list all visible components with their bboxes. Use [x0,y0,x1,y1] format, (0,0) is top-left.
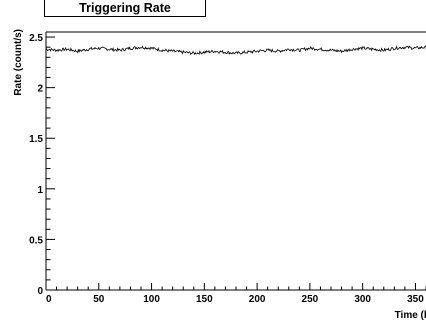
x-tick-label: 300 [354,294,371,305]
y-tick-label: 2.5 [29,33,43,44]
series-line-0 [45,45,426,56]
x-axis-ticks: 0 50 100 150 200 250 300 350 [45,283,426,305]
x-tick-label: 150 [196,294,213,305]
plot-frame-group [45,31,426,291]
y-axis-ticks: 0 0.5 1 1.5 2 2.5 [29,33,55,297]
x-tick-label: 200 [249,294,266,305]
x-tick-label: 350 [407,294,424,305]
x-tick-label: 0 [46,294,52,305]
y-tick-label: 1 [37,185,43,196]
y-tick-label: 1.5 [29,134,43,145]
series-line-group [45,45,426,56]
x-tick-label: 50 [93,294,105,305]
x-tick-label: 100 [143,294,160,305]
y-tick-label: 2 [37,84,43,95]
y-tick-label: 0 [37,286,43,297]
chart-title: Triggering Rate [44,0,206,17]
y-axis-label: Rate (count/s) [13,29,24,96]
y-tick-label: 0.5 [29,235,43,246]
x-tick-label: 250 [302,294,319,305]
x-axis-label: Time (h [395,310,426,321]
